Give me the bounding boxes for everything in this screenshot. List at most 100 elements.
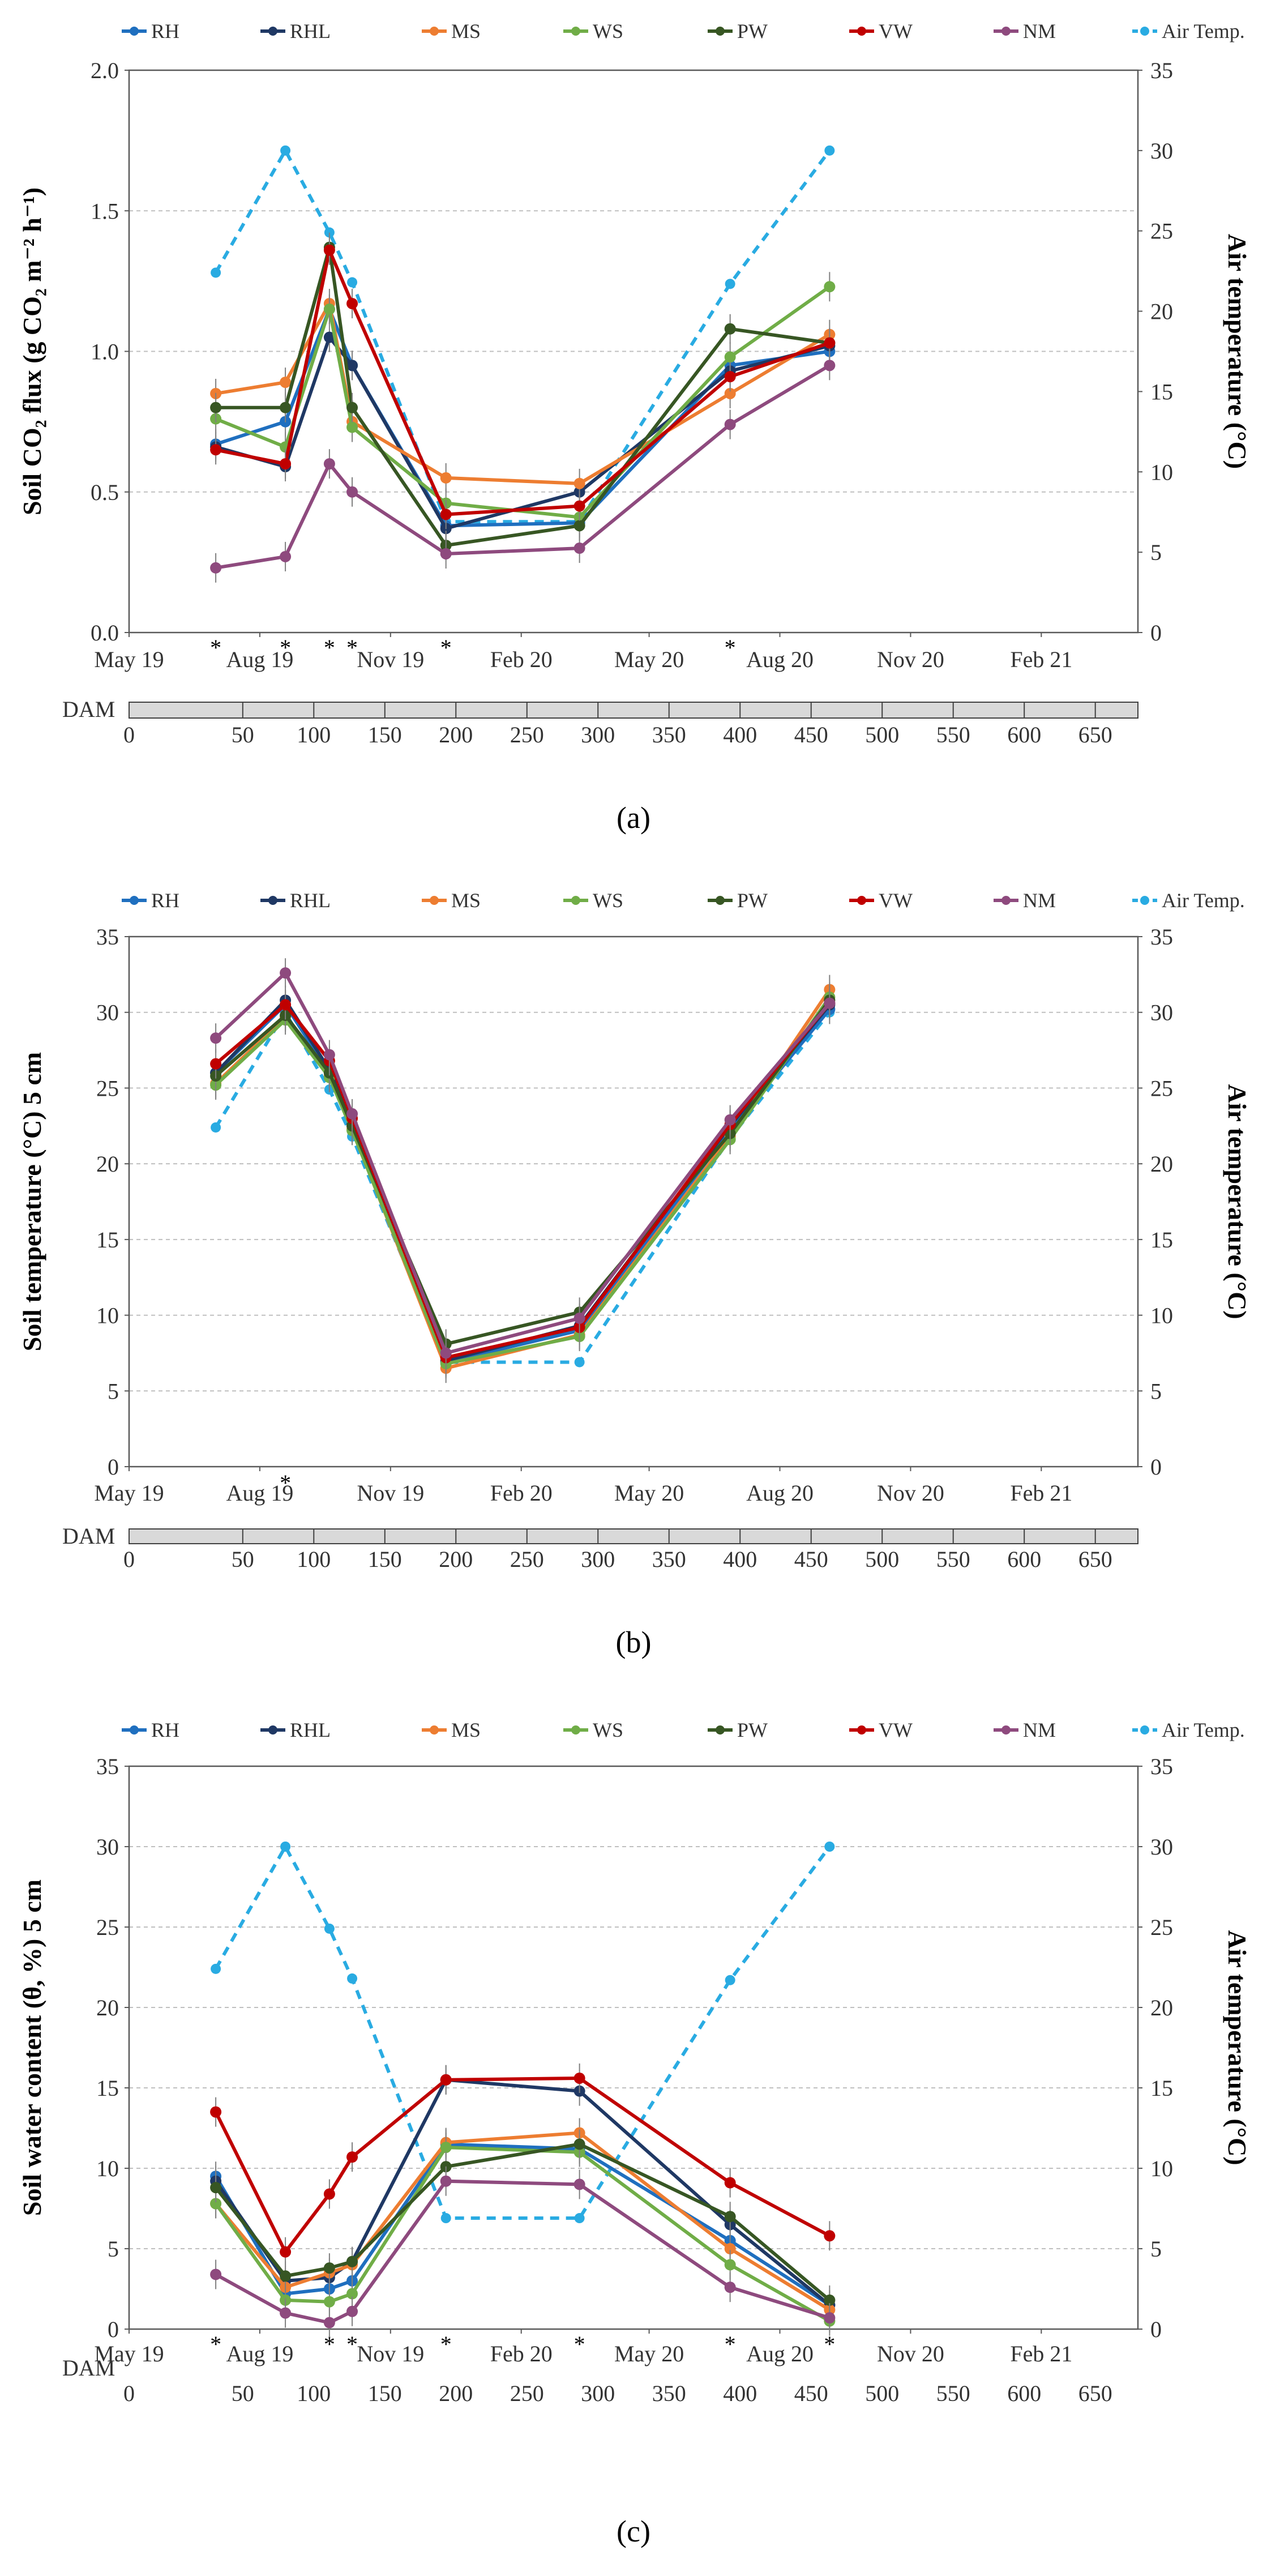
plot-frame — [128, 1765, 1139, 2330]
dam-tick-label: 450 — [794, 722, 828, 747]
point-ms — [440, 472, 452, 484]
y2-tick-label: 15 — [1150, 379, 1173, 404]
point-vw — [573, 2072, 585, 2084]
point-vw — [573, 500, 585, 512]
point-vw — [280, 458, 292, 470]
dam-tick-label: 300 — [581, 1547, 615, 1572]
significance-asterisk: * — [280, 635, 291, 660]
dam-tick-label: 600 — [1007, 2381, 1041, 2406]
dam-tick-label: 600 — [1007, 1547, 1041, 1572]
dam-tick-label: 150 — [368, 1547, 402, 1572]
legend-label-ms: MS — [451, 20, 481, 42]
legend-marker-rhl — [268, 27, 277, 36]
series-line-pw — [214, 2142, 831, 2302]
point-ws — [346, 421, 358, 433]
point-air-temp — [211, 1122, 221, 1133]
point-air-temp — [324, 227, 335, 238]
y-tick-label: 2.0 — [91, 58, 119, 83]
series-line-vw — [215, 1002, 831, 1360]
point-nm — [724, 1114, 736, 1126]
legend-label-ms: MS — [451, 1719, 481, 1741]
point-nm — [824, 2312, 836, 2324]
dam-tick-label: 250 — [510, 722, 544, 747]
dam-tick-label: 100 — [297, 2381, 331, 2406]
y2-tick-label: 30 — [1150, 138, 1173, 164]
dam-tick-label: 600 — [1007, 722, 1041, 747]
dam-tick-label: 400 — [723, 722, 757, 747]
point-ws — [346, 2288, 358, 2300]
significance-asterisk: * — [440, 2331, 452, 2357]
point-nm — [210, 2269, 222, 2280]
point-vw — [346, 298, 358, 310]
y2-tick-label: 5 — [1150, 1378, 1162, 1404]
dam-tick-label: 0 — [123, 722, 135, 747]
x-date-label: Feb 21 — [1010, 1480, 1072, 1506]
x-date-label: May 20 — [614, 647, 684, 672]
point-ws — [210, 2198, 222, 2210]
legend-label-airtemp: Air Temp. — [1162, 889, 1245, 912]
dam-tick-label: 0 — [123, 2381, 135, 2406]
panel-b: RH RHL MS WS PW VW NM Air Temp.0510152025303505… — [18, 889, 1252, 1659]
series-line-ws — [214, 2146, 831, 2323]
y2-tick-label: 10 — [1150, 1303, 1173, 1328]
x-date-label: May 19 — [94, 2341, 164, 2366]
point-nm — [210, 1032, 222, 1044]
y-tick-label: 25 — [96, 1075, 119, 1101]
x-date-label: Feb 20 — [490, 1480, 553, 1506]
point-air-temp — [280, 1842, 291, 1852]
x-date-label: Nov 20 — [877, 647, 944, 672]
dam-tick-label: 100 — [297, 722, 331, 747]
legend-label-ws: WS — [593, 889, 623, 912]
panel-label: (b) — [616, 1625, 652, 1659]
dam-tick-label: 100 — [297, 1547, 331, 1572]
series-line-air-temp — [214, 147, 831, 524]
y2-axis-title: Air temperature (°C) — [1223, 234, 1252, 469]
point-nm — [323, 1049, 335, 1061]
point-nm — [280, 2307, 292, 2319]
point-nm — [573, 2178, 585, 2190]
legend-marker-nm — [1001, 896, 1011, 905]
point-pw — [323, 2262, 335, 2274]
y-axis-title: Soil temperature (°C) 5 cm — [18, 1052, 46, 1352]
y-tick-label: 35 — [96, 1754, 119, 1779]
legend-marker-nm — [1001, 1725, 1011, 1735]
y-tick-label: 0 — [108, 2317, 119, 2342]
panel-label: (c) — [617, 2514, 650, 2548]
dam-tick-label: 450 — [794, 2381, 828, 2406]
y-tick-label: 20 — [96, 1151, 119, 1177]
y2-tick-label: 25 — [1150, 1075, 1173, 1101]
dam-axis-title: DAM — [62, 1523, 115, 1549]
y-tick-label: 0 — [108, 1454, 119, 1480]
dam-tick-label: 150 — [368, 722, 402, 747]
point-vw — [440, 2074, 452, 2086]
y2-tick-label: 0 — [1150, 620, 1162, 646]
series-line-rh — [215, 1002, 831, 1364]
series-line-pw — [216, 246, 830, 548]
dam-tick-label: 550 — [936, 722, 970, 747]
point-nm — [573, 1312, 585, 1324]
point-ws — [724, 2259, 736, 2271]
y-tick-label: 10 — [96, 2156, 119, 2181]
series-line-nm — [215, 970, 831, 1356]
x-date-label: Nov 20 — [877, 2341, 944, 2366]
series-line-nm — [215, 364, 831, 570]
plot-frame — [128, 935, 1139, 1468]
point-nm — [440, 1347, 452, 1359]
legend-marker-ms — [430, 27, 439, 36]
y-tick-label: 30 — [96, 1834, 119, 1860]
point-air-temp — [824, 1842, 835, 1852]
x-date-label: Feb 21 — [1010, 2341, 1072, 2366]
point-ms — [724, 2243, 736, 2254]
dam-tick-label: 350 — [652, 722, 686, 747]
significance-asterisk: * — [280, 1470, 291, 1496]
point-air-temp — [725, 1975, 735, 1985]
y-tick-label: 0.0 — [91, 620, 119, 646]
y-tick-label: 5 — [108, 1378, 119, 1404]
point-air-temp — [725, 279, 735, 289]
x-date-label: Aug 19 — [226, 647, 293, 672]
legend-marker-ws — [571, 27, 580, 36]
significance-asterisk: * — [210, 2331, 221, 2357]
point-pw — [824, 2294, 836, 2306]
dam-tick-label: 650 — [1078, 722, 1112, 747]
